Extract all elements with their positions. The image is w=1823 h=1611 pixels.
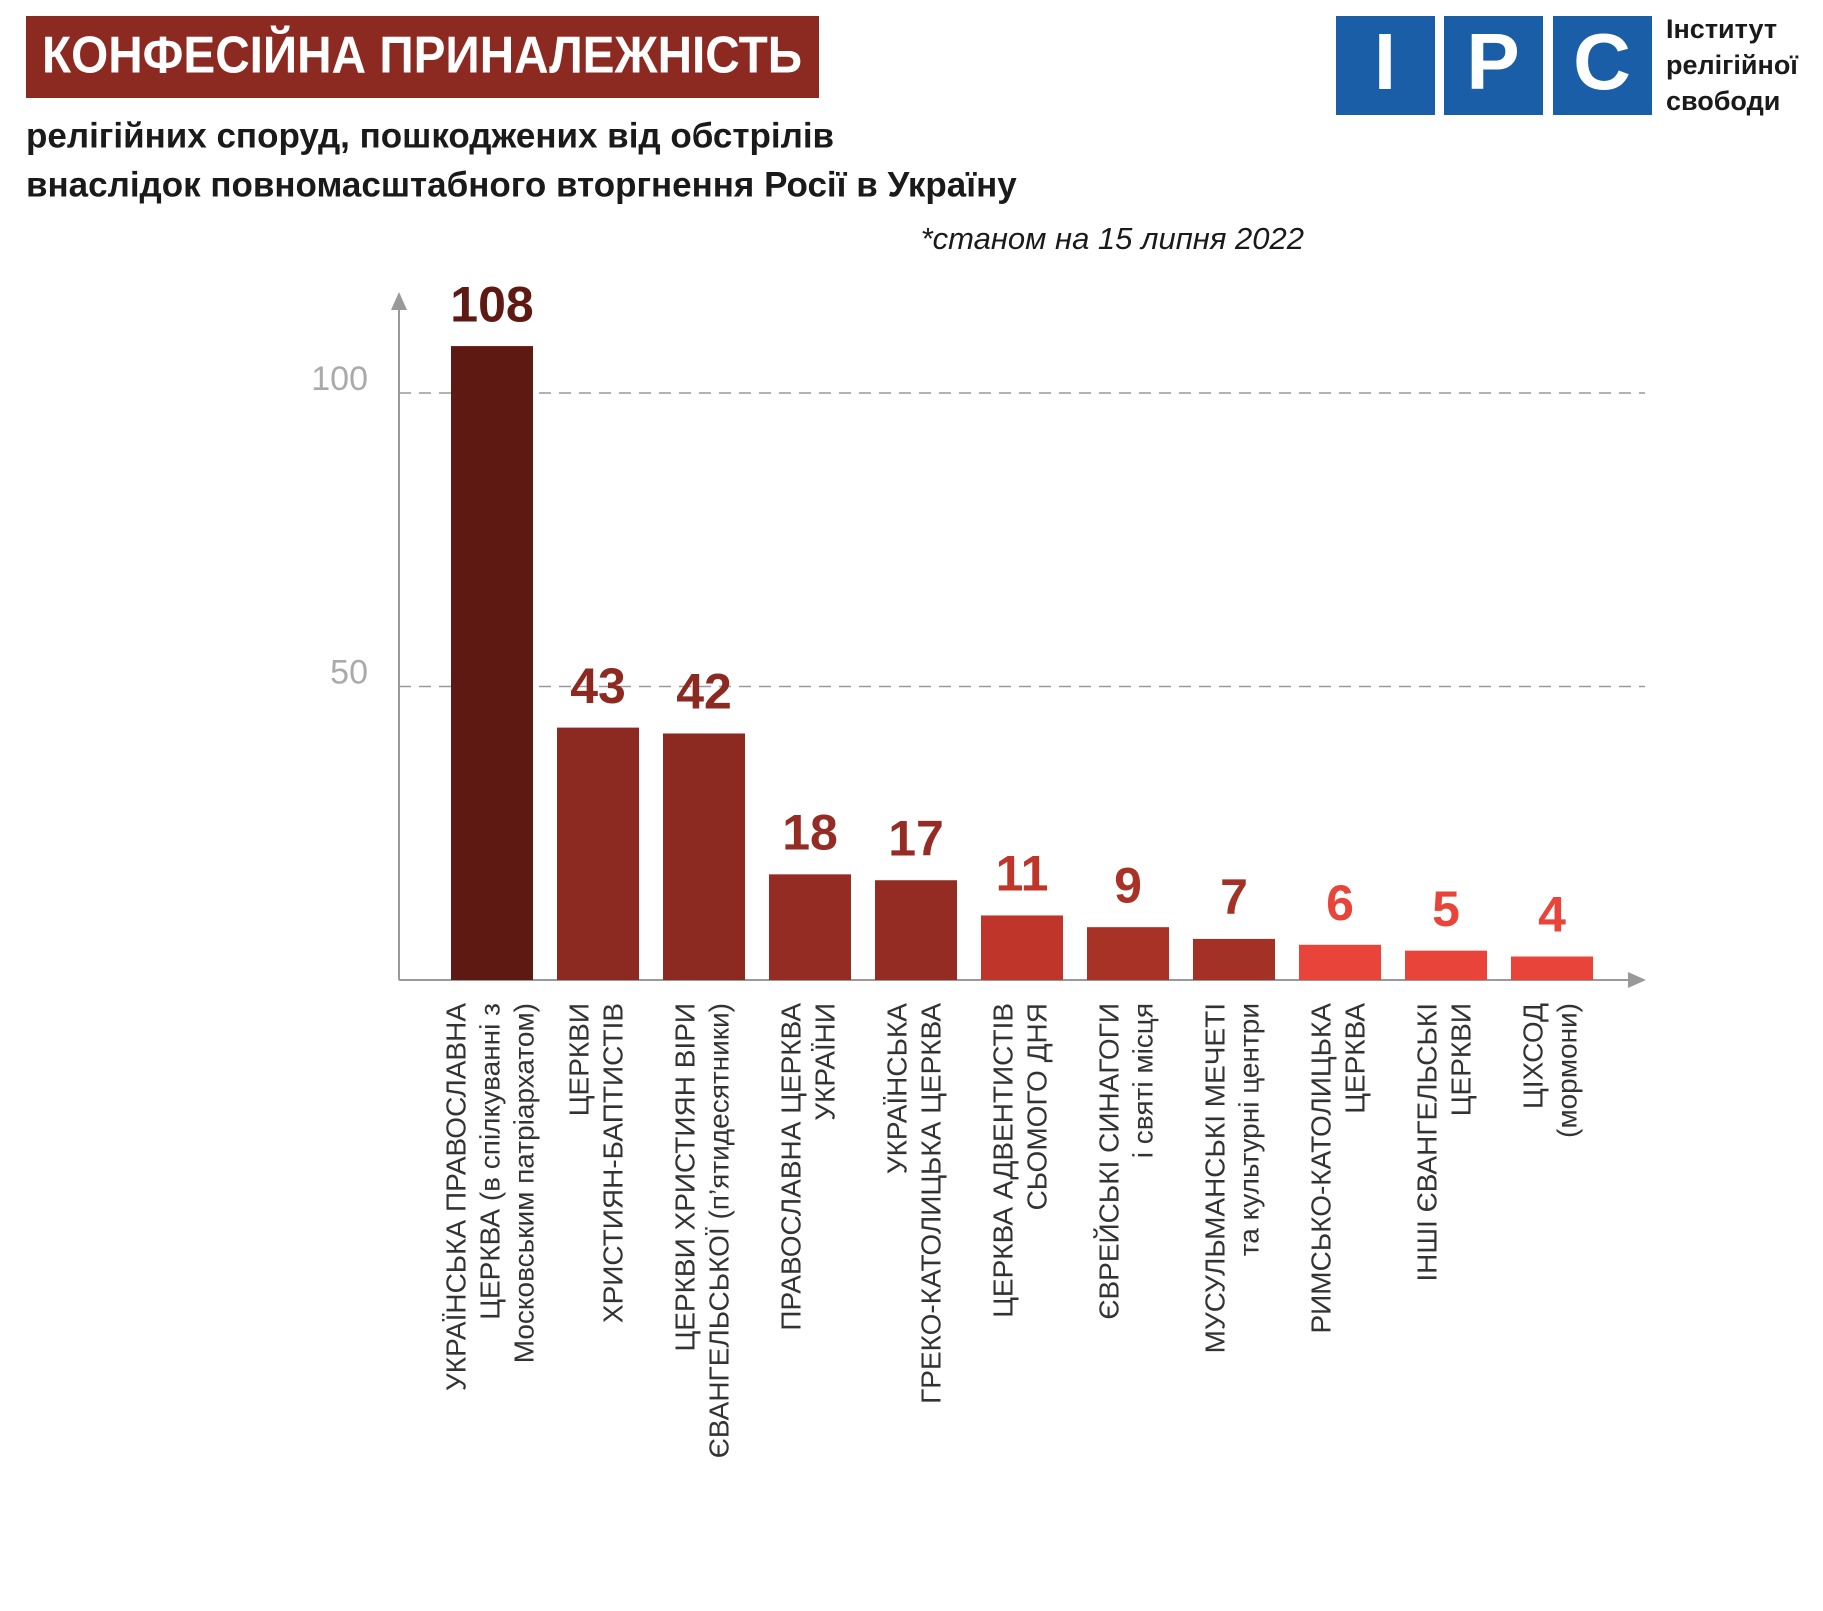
bar <box>1299 944 1381 980</box>
x-tick-label: УКРАЇНСЬКА <box>881 1003 912 1174</box>
chart-title: КОНФЕСІЙНА ПРИНАЛЕЖНІСТЬ <box>42 26 802 85</box>
value-label: 7 <box>1220 869 1248 925</box>
x-tick-label: МУСУЛЬМАНСЬКІ МЕЧЕТІ <box>1199 1003 1230 1353</box>
x-tick-label: і святі місця <box>1127 1003 1158 1158</box>
y-tick-label: 100 <box>311 360 368 398</box>
x-tick-label: ЦЕРКВИ ХРИСТИЯН ВІРИ <box>669 1003 700 1351</box>
logo-text: свободи <box>1666 86 1780 116</box>
logo-box <box>1553 16 1652 115</box>
value-label: 4 <box>1538 887 1566 943</box>
bar <box>1193 938 1275 980</box>
value-label: 42 <box>676 664 732 720</box>
x-tick-label: УКРАЇНСЬКА ПРАВОСЛАВНА <box>440 1003 471 1391</box>
subtitle: внаслідок повномасштабного вторгнення Ро… <box>26 165 1017 204</box>
bar <box>451 346 533 981</box>
value-label: 11 <box>996 846 1049 902</box>
x-tick-label: ПРАВОСЛАВНА ЦЕРКВА <box>775 1003 806 1331</box>
value-label: 17 <box>888 810 944 866</box>
subtitle: релігійних споруд, пошкоджених від обстр… <box>26 116 834 155</box>
note: *станом на 15 липня 2022 <box>921 221 1304 256</box>
logo-text: релігійної <box>1666 50 1799 80</box>
y-tick-label: 50 <box>330 654 368 692</box>
x-tick-label: СЬОМОГО ДНЯ <box>1021 1003 1052 1210</box>
x-tick-label: ГРЕКО-КАТОЛИЦЬКА ЦЕРКВА <box>915 1003 946 1404</box>
bar <box>557 727 639 980</box>
value-label: 6 <box>1326 875 1354 931</box>
x-tick-label: ЦЕРКВА <box>1339 1003 1370 1114</box>
x-tick-label: та культурні центри <box>1233 1003 1264 1256</box>
bar <box>663 733 745 980</box>
x-tick-label: (мормони) <box>1551 1003 1582 1138</box>
value-label: 9 <box>1114 857 1142 913</box>
logo-letter: С <box>1573 17 1631 106</box>
title-box <box>26 16 819 98</box>
x-axis-arrow <box>1628 972 1646 988</box>
x-tick-label: ЦЕРКВА АДВЕНТИСТІВ <box>987 1003 1018 1318</box>
logo: І Р С Інститут релігійної свободи <box>1336 14 1799 116</box>
x-tick-label: ЦІХСОД <box>1517 1003 1548 1109</box>
x-tick-label: РИМСЬКО-КАТОЛИЦЬКА <box>1305 1003 1336 1334</box>
x-tick-label: ЦЕРКВИ <box>1445 1003 1476 1116</box>
value-label: 108 <box>450 276 533 332</box>
bar <box>875 880 957 980</box>
logo-box <box>1336 16 1435 115</box>
logo-text: Інститут <box>1666 14 1777 44</box>
x-tick-label: Московським патріархатом) <box>508 1003 539 1363</box>
value-label: 43 <box>570 658 626 714</box>
logo-letter: Р <box>1466 17 1519 106</box>
bar <box>1511 956 1593 980</box>
bar <box>769 874 851 980</box>
bar <box>981 915 1063 980</box>
y-axis-arrow <box>391 292 407 310</box>
bar <box>1405 950 1487 980</box>
bar <box>1087 927 1169 980</box>
x-tick-label: ІНШІ ЄВАНГЕЛЬСЬКІ <box>1411 1003 1442 1282</box>
x-tick-label: ЄВАНГЕЛЬСЬКОЇ (п’ятидесятники) <box>703 1003 734 1458</box>
logo-letter: І <box>1374 17 1396 106</box>
logo-box <box>1444 16 1543 115</box>
x-tick-label: УКРАЇНИ <box>809 1003 840 1121</box>
value-label: 5 <box>1432 881 1460 937</box>
x-tick-label: ЦЕРКВИ <box>563 1003 594 1116</box>
x-tick-label: ХРИСТИЯН-БАПТИСТІВ <box>597 1003 628 1323</box>
value-label: 18 <box>782 805 838 861</box>
x-tick-label: ЦЕРКВА (в спілкуванні з <box>474 1003 505 1320</box>
x-tick-label: ЄВРЕЙСЬКІ СИНАГОГИ <box>1093 1003 1124 1320</box>
